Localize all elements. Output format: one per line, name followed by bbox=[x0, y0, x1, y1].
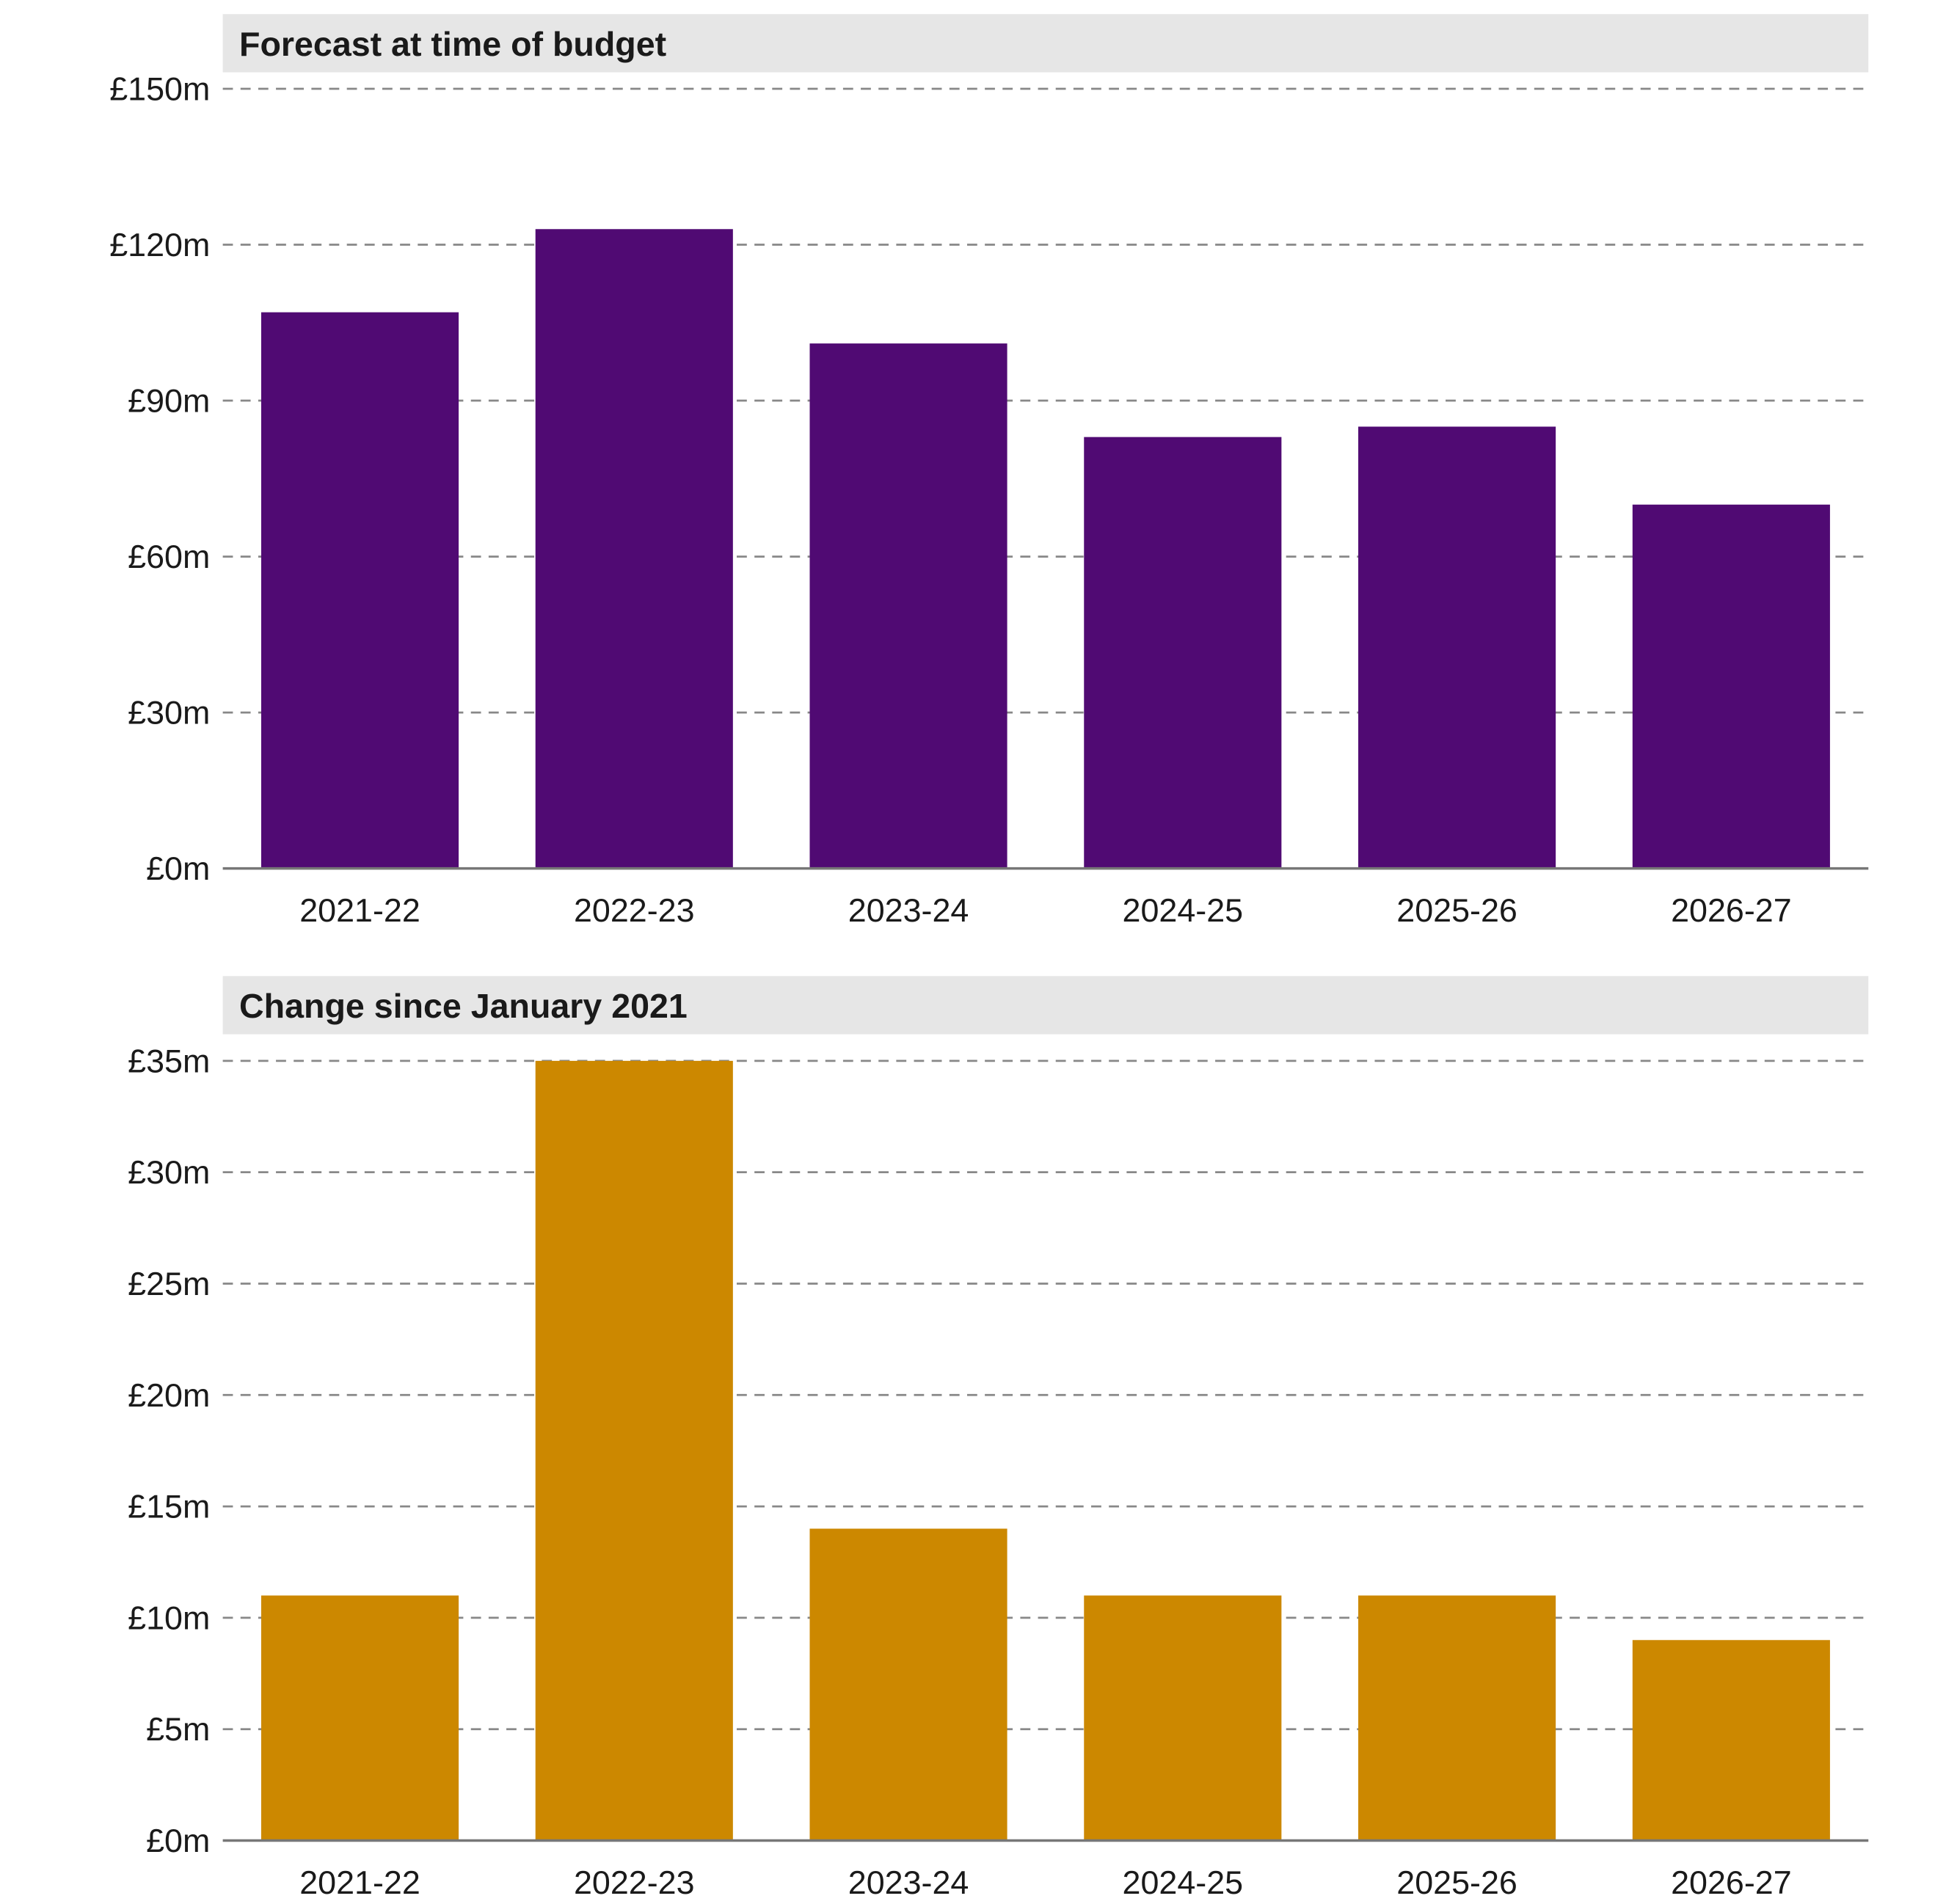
x-tick-label: 2024-25 bbox=[1123, 1864, 1244, 1901]
y-tick-label: £15m bbox=[128, 1488, 210, 1525]
bar-2022-23 bbox=[535, 229, 733, 869]
panel-title: Change since January 2021 bbox=[239, 987, 688, 1025]
y-tick-label: £30m bbox=[128, 694, 210, 732]
bar-2025-26 bbox=[1358, 426, 1556, 869]
x-tick-label: 2025-26 bbox=[1396, 891, 1517, 929]
y-tick-label: £20m bbox=[128, 1376, 210, 1414]
x-tick-label: 2023-24 bbox=[848, 891, 969, 929]
y-tick-label: £0m bbox=[146, 1822, 210, 1859]
x-tick-label: 2021-22 bbox=[299, 1864, 420, 1901]
chart-panel-1: Forecast at time of budget £0m £30m £60m £90… bbox=[109, 14, 1869, 929]
panel-title-background bbox=[222, 976, 1869, 1035]
y-tick-label: £10m bbox=[128, 1599, 210, 1636]
bar-2024-25 bbox=[1084, 1595, 1282, 1841]
y-tick-label: £35m bbox=[128, 1042, 210, 1079]
x-tick-label: 2021-22 bbox=[299, 891, 420, 929]
bar-2021-22 bbox=[260, 312, 459, 869]
bar-2025-26 bbox=[1358, 1595, 1556, 1841]
y-tick-label: £30m bbox=[128, 1153, 210, 1191]
bar-2024-25 bbox=[1084, 437, 1282, 869]
bar-2023-24 bbox=[809, 343, 1007, 869]
bar-2021-22 bbox=[260, 1595, 459, 1841]
x-tick-label: 2022-23 bbox=[574, 891, 695, 929]
y-tick-label: £25m bbox=[128, 1265, 210, 1302]
y-tick-label: £0m bbox=[146, 850, 210, 887]
bar-2026-27 bbox=[1632, 1640, 1830, 1841]
panel-title: Forecast at time of budget bbox=[239, 25, 666, 63]
bar-2022-23 bbox=[535, 1060, 733, 1841]
bar-2026-27 bbox=[1632, 504, 1830, 869]
y-tick-label: £120m bbox=[109, 226, 210, 263]
x-tick-label: 2025-26 bbox=[1396, 1864, 1517, 1901]
y-tick-label: £150m bbox=[109, 70, 210, 108]
x-tick-label: 2022-23 bbox=[574, 1864, 695, 1901]
x-tick-label: 2024-25 bbox=[1123, 891, 1244, 929]
chart-panel-2: Change since January 2021 £0m £5m £10m £15m £… bbox=[128, 976, 1869, 1901]
x-tick-label: 2026-27 bbox=[1671, 891, 1792, 929]
panel-title-background bbox=[222, 14, 1869, 73]
y-tick-label: £5m bbox=[146, 1710, 210, 1748]
x-tick-label: 2023-24 bbox=[848, 1864, 969, 1901]
x-tick-label: 2026-27 bbox=[1671, 1864, 1792, 1901]
y-tick-label: £60m bbox=[128, 538, 210, 575]
bar-2023-24 bbox=[809, 1528, 1007, 1841]
y-tick-label: £90m bbox=[128, 382, 210, 420]
